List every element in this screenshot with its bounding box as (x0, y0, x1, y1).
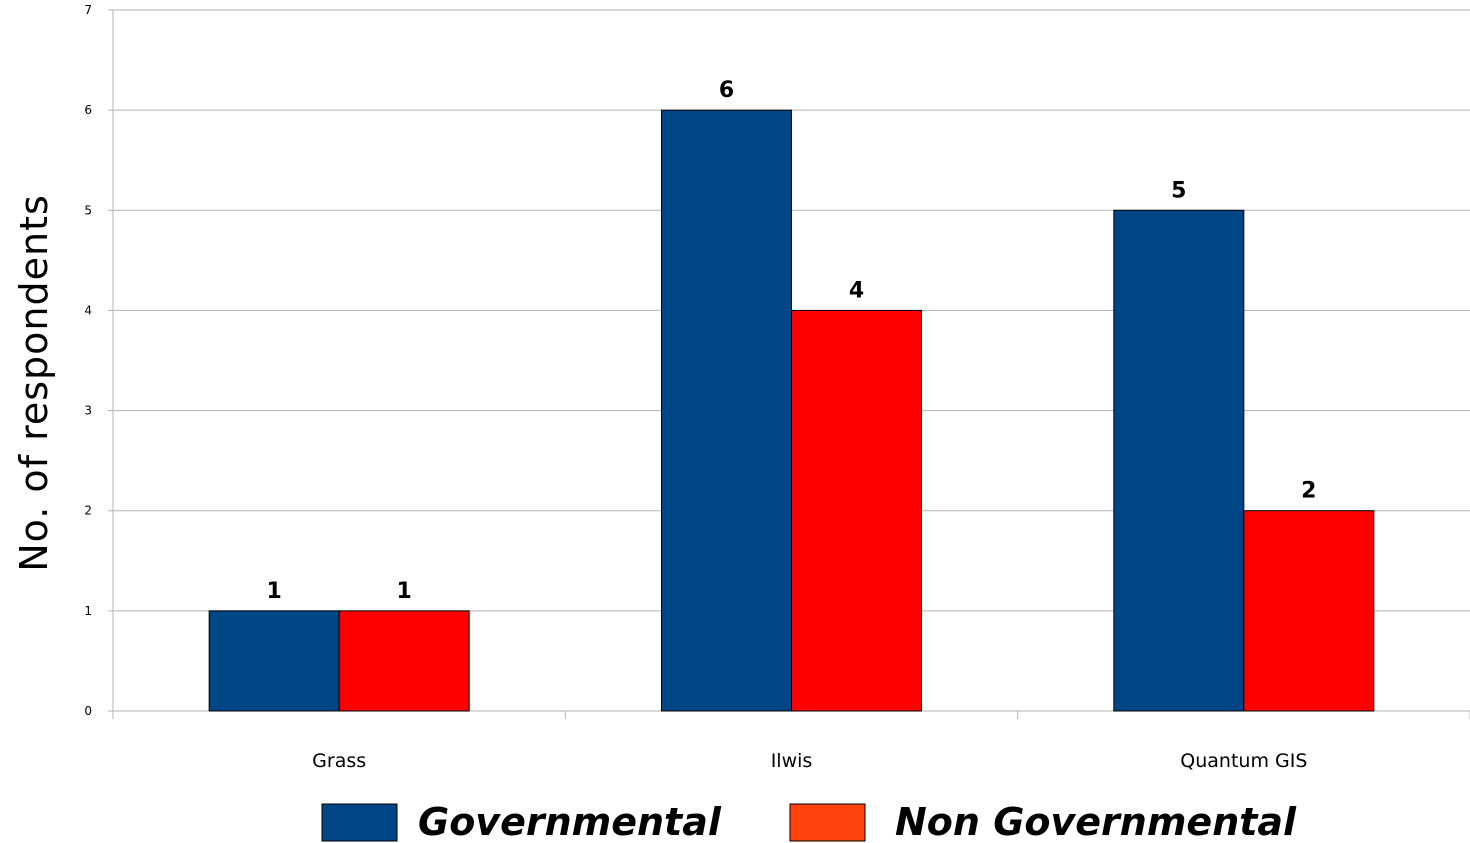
legend-label-governmental: Governmental (418, 800, 722, 843)
data-label: 4 (849, 278, 864, 303)
x-category-label: Ilwis (771, 750, 813, 772)
data-labels: 1 1 6 4 5 2 (267, 78, 1317, 604)
y-tick-label: 4 (84, 303, 92, 317)
y-tick-label: 6 (84, 103, 92, 117)
bar-governmental (1113, 209, 1245, 712)
bar-governmental (661, 109, 792, 712)
bar-non-governmental (791, 309, 922, 712)
y-axis-title: No. of respondents (12, 194, 56, 572)
bars (208, 109, 1375, 712)
data-label: 2 (1301, 479, 1316, 504)
y-tick-label: 2 (84, 504, 92, 518)
legend: Governmental Non Governmental (321, 800, 1297, 843)
y-tick-label: 7 (84, 3, 92, 17)
data-label: 1 (397, 579, 412, 604)
bar-governmental (208, 610, 340, 712)
y-tick-label: 5 (84, 203, 92, 217)
data-label: 1 (267, 579, 282, 604)
y-tick-labels: 0 1 2 3 4 5 6 7 (84, 3, 92, 718)
legend-swatch-governmental (321, 803, 398, 842)
bar-non-governmental (1243, 510, 1375, 712)
x-category-label: Quantum GIS (1180, 750, 1307, 772)
y-tick-label: 1 (84, 604, 92, 618)
data-label: 5 (1171, 178, 1186, 203)
legend-label-non-governmental: Non Governmental (895, 800, 1297, 843)
x-category-label: Grass (312, 750, 366, 772)
legend-swatch-non-governmental (789, 803, 866, 842)
y-tick-label: 0 (84, 704, 92, 718)
y-tick-label: 3 (84, 404, 92, 418)
x-category-labels: Grass Ilwis Quantum GIS (312, 750, 1307, 772)
bar-non-governmental (338, 610, 470, 712)
data-label: 6 (719, 78, 734, 103)
